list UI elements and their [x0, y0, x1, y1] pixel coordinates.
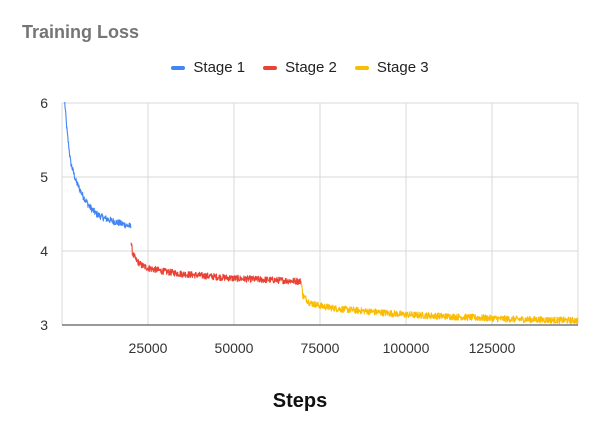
chart-title: Training Loss [22, 22, 140, 42]
x-tick-label: 125000 [469, 340, 516, 356]
series-line-stage-2 [130, 242, 302, 285]
x-tick-label: 75000 [301, 340, 340, 356]
legend-swatch-stage-1 [171, 65, 186, 70]
series-line-stage-3 [300, 282, 579, 325]
legend-swatch-stage-2 [263, 65, 278, 70]
y-tick-label: 4 [40, 243, 48, 259]
x-tick-label: 25000 [129, 340, 168, 356]
x-tick-label: 100000 [383, 340, 430, 356]
legend-item-stage-3[interactable]: Stage 3 [354, 59, 429, 76]
legend-label-stage-2: Stage 2 [285, 59, 337, 76]
y-tick-label: 5 [40, 169, 48, 185]
legend-swatch-stage-3 [354, 65, 369, 70]
y-tick-label: 3 [40, 317, 48, 333]
x-tick-label: 50000 [215, 340, 254, 356]
legend: Stage 1 Stage 2 Stage 3 [0, 59, 600, 76]
legend-item-stage-1[interactable]: Stage 1 [171, 59, 245, 76]
series-line-stage-1 [64, 101, 132, 229]
legend-label-stage-3: Stage 3 [376, 59, 429, 76]
legend-label-stage-1: Stage 1 [193, 59, 246, 76]
x-axis-label: Steps [272, 390, 328, 412]
legend-item-stage-2[interactable]: Stage 2 [263, 59, 337, 76]
y-tick-label: 6 [40, 95, 48, 111]
